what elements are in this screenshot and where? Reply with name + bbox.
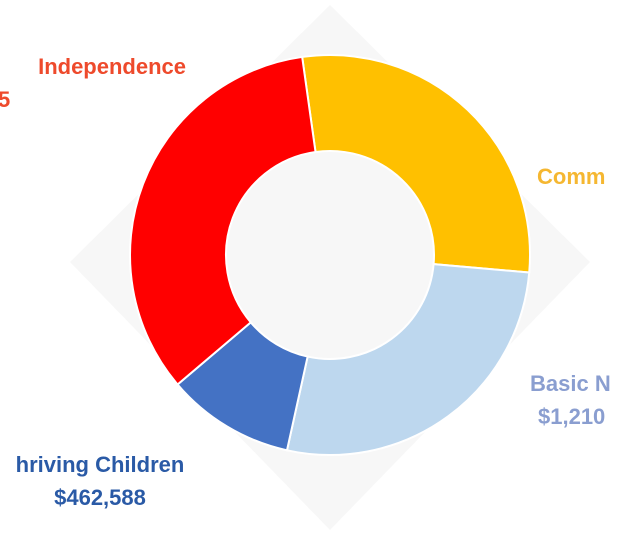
slice-label: Basic N [530, 371, 611, 396]
slice-label: hriving Children [16, 452, 185, 477]
slice-label: Independence [38, 54, 186, 79]
value-label: $1,210 [538, 404, 605, 429]
donut-slice [301, 54, 531, 274]
donut-slice [129, 55, 317, 386]
slice-label: Comm [537, 164, 605, 189]
donut-slice [285, 263, 531, 456]
value-label: $462,588 [54, 485, 146, 510]
value-label: 5 [0, 87, 10, 112]
